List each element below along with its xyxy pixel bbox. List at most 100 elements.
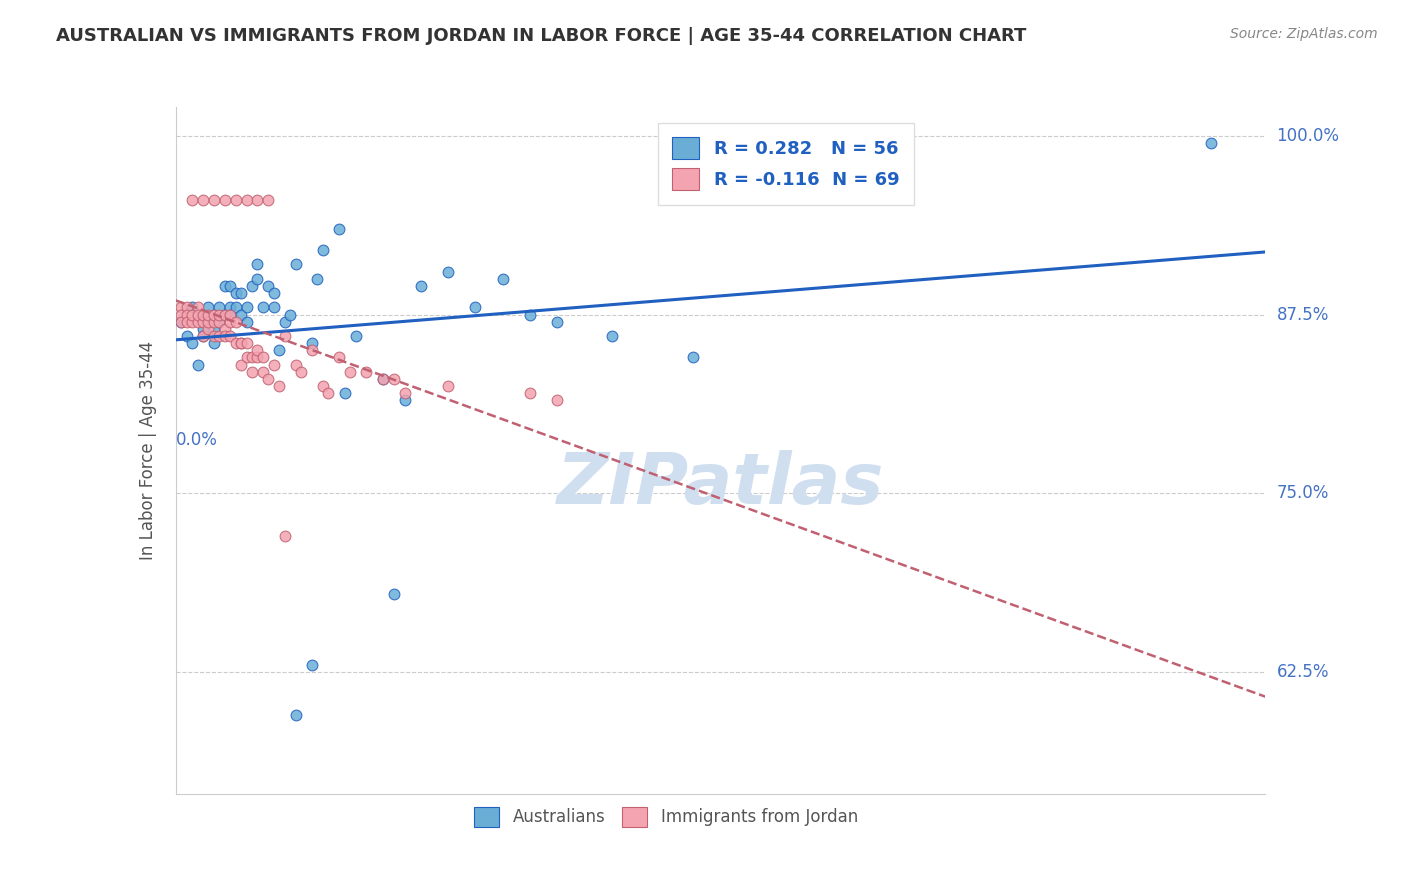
Point: [252, 365, 274, 379]
Point: [1199, 136, 1222, 150]
Point: [409, 279, 432, 293]
Point: [546, 393, 568, 408]
Point: [235, 193, 257, 207]
Point: [197, 308, 219, 322]
Point: [219, 308, 242, 322]
Legend: Australians, Immigrants from Jordan: Australians, Immigrants from Jordan: [461, 794, 872, 840]
Point: [191, 329, 214, 343]
Point: [219, 315, 242, 329]
Point: [344, 329, 367, 343]
Point: [231, 308, 253, 322]
Point: [437, 379, 460, 393]
Point: [219, 301, 242, 315]
Point: [176, 301, 198, 315]
Point: [284, 257, 307, 271]
Point: [170, 301, 193, 315]
Point: [181, 336, 204, 351]
Point: [519, 308, 541, 322]
Point: [202, 315, 225, 329]
Point: [235, 301, 257, 315]
Point: [328, 351, 350, 365]
Point: [318, 386, 340, 401]
Point: [263, 286, 285, 301]
Point: [246, 351, 269, 365]
Point: [214, 279, 236, 293]
Point: [269, 343, 291, 358]
Point: [225, 193, 247, 207]
Point: [519, 386, 541, 401]
Point: [371, 372, 394, 386]
Point: [202, 336, 225, 351]
Point: [197, 315, 219, 329]
Text: Source: ZipAtlas.com: Source: ZipAtlas.com: [1230, 27, 1378, 41]
Point: [191, 329, 214, 343]
Point: [246, 257, 269, 271]
Point: [546, 315, 568, 329]
Point: [208, 315, 231, 329]
Point: [191, 322, 214, 336]
Point: [214, 329, 236, 343]
Point: [257, 193, 280, 207]
Point: [181, 308, 204, 322]
Point: [208, 315, 231, 329]
Point: [225, 286, 247, 301]
Point: [191, 315, 214, 329]
Text: ZIPatlas: ZIPatlas: [557, 450, 884, 519]
Point: [382, 372, 405, 386]
Point: [214, 308, 236, 322]
Point: [301, 343, 323, 358]
Point: [284, 708, 307, 723]
Point: [252, 301, 274, 315]
Point: [197, 301, 219, 315]
Point: [464, 301, 486, 315]
Point: [186, 308, 209, 322]
Point: [246, 193, 269, 207]
Point: [278, 308, 301, 322]
Y-axis label: In Labor Force | Age 35-44: In Labor Force | Age 35-44: [139, 341, 157, 560]
Point: [214, 322, 236, 336]
Point: [191, 193, 214, 207]
Point: [301, 658, 323, 673]
Point: [290, 365, 312, 379]
Point: [269, 379, 291, 393]
Point: [186, 315, 209, 329]
Point: [191, 308, 214, 322]
Point: [202, 322, 225, 336]
Point: [197, 315, 219, 329]
Point: [600, 329, 623, 343]
Text: 75.0%: 75.0%: [1277, 484, 1329, 502]
Point: [252, 351, 274, 365]
Point: [394, 393, 416, 408]
Point: [307, 272, 329, 286]
Point: [231, 336, 253, 351]
Point: [328, 221, 350, 235]
Point: [333, 386, 356, 401]
Point: [176, 329, 198, 343]
Point: [492, 272, 515, 286]
Point: [312, 243, 335, 257]
Point: [235, 336, 257, 351]
Point: [214, 193, 236, 207]
Point: [257, 372, 280, 386]
Point: [274, 315, 297, 329]
Point: [225, 301, 247, 315]
Point: [246, 343, 269, 358]
Point: [312, 379, 335, 393]
Text: 62.5%: 62.5%: [1277, 664, 1329, 681]
Point: [219, 329, 242, 343]
Point: [219, 279, 242, 293]
Point: [208, 329, 231, 343]
Point: [186, 301, 209, 315]
Point: [682, 351, 704, 365]
Point: [208, 308, 231, 322]
Point: [176, 315, 198, 329]
Point: [170, 315, 193, 329]
Point: [274, 329, 297, 343]
Point: [231, 336, 253, 351]
Point: [263, 301, 285, 315]
Text: 100.0%: 100.0%: [1277, 127, 1340, 145]
Point: [176, 308, 198, 322]
Point: [197, 322, 219, 336]
Point: [301, 336, 323, 351]
Point: [371, 372, 394, 386]
